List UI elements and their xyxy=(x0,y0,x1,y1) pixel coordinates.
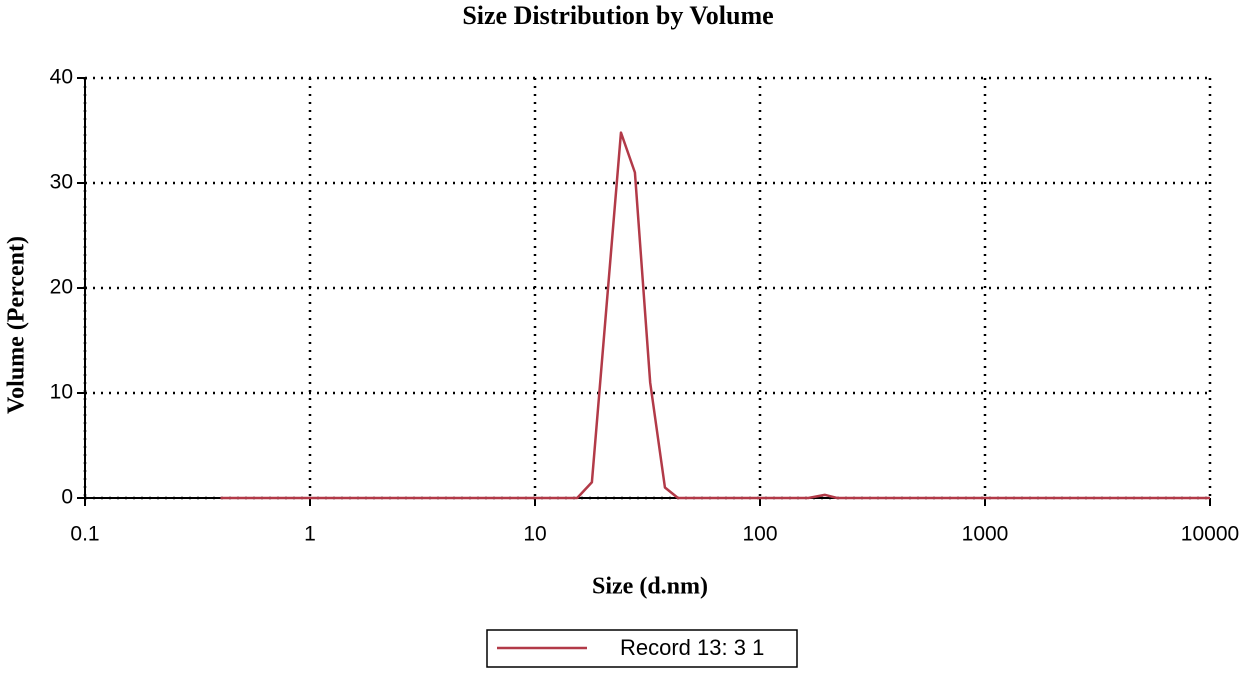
x-tick-label: 0.1 xyxy=(70,523,99,546)
x-tick-label: 10000 xyxy=(1181,523,1239,546)
data-line xyxy=(220,131,1210,500)
y-tick-label: 10 xyxy=(50,381,73,404)
y-tick-label: 20 xyxy=(50,276,73,299)
x-axis-label: Size (d.nm) xyxy=(592,574,708,600)
x-tick-label: 1000 xyxy=(962,523,1009,546)
chart-title: Size Distribution by Volume xyxy=(462,1,773,30)
x-tick-label: 100 xyxy=(742,523,777,546)
x-tick-label: 1 xyxy=(304,523,316,546)
y-tick-label: 40 xyxy=(50,66,73,89)
x-tick-label: 10 xyxy=(523,523,546,546)
y-axis-label: Volume (Percent) xyxy=(4,236,30,414)
y-tick-label: 0 xyxy=(61,486,73,509)
y-tick-label: 30 xyxy=(50,171,73,194)
legend-label: Record 13: 3 1 xyxy=(620,635,764,660)
